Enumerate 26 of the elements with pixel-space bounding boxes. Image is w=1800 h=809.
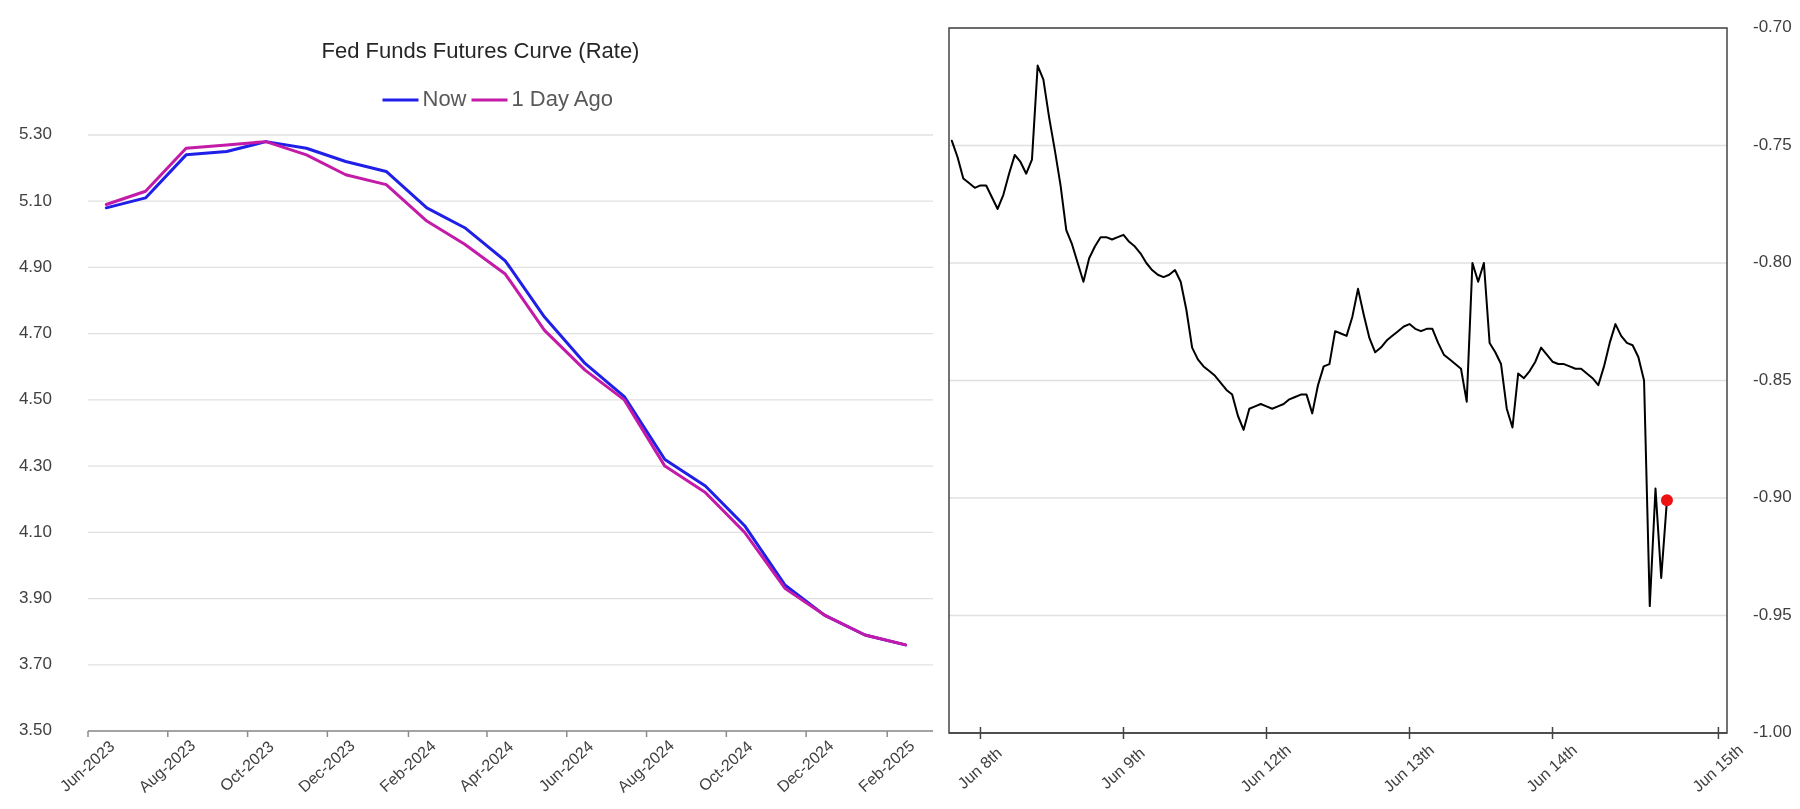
y-tick-label: 4.30	[18, 455, 52, 475]
y-tick-label: 5.10	[18, 190, 52, 210]
x-tick-label: Jun 9th	[1097, 744, 1148, 792]
y-tick-label: -0.75	[1753, 134, 1792, 154]
x-tick-label: Jun 12th	[1237, 741, 1295, 795]
x-tick-label: Jun 13th	[1380, 741, 1438, 795]
x-tick-label: Jun 15th	[1689, 741, 1747, 795]
y-tick-label: -1.00	[1753, 722, 1792, 742]
legend-label: Now	[422, 85, 467, 111]
y-tick-label: 4.10	[18, 521, 52, 541]
y-tick-label: -0.80	[1753, 252, 1792, 272]
chart-title: Fed Funds Futures Curve (Rate)	[321, 38, 640, 63]
y-tick-label: -0.70	[1753, 17, 1792, 37]
y-tick-label: 4.90	[18, 256, 52, 276]
y-tick-label: -0.90	[1753, 487, 1792, 507]
y-tick-label: 5.30	[18, 124, 52, 144]
legend-label: 1 Day Ago	[511, 85, 614, 111]
y-tick-label: 3.70	[18, 654, 52, 674]
y-tick-label: 4.70	[18, 323, 52, 343]
y-tick-label: 4.50	[18, 389, 52, 409]
x-tick-label: Jun 14th	[1523, 741, 1581, 795]
y-tick-label: -0.85	[1753, 369, 1792, 389]
y-tick-label: -0.95	[1753, 604, 1792, 624]
y-tick-label: 3.50	[18, 720, 52, 740]
x-tick-label: Jun 8th	[954, 744, 1005, 792]
y-tick-label: 3.90	[18, 588, 52, 608]
